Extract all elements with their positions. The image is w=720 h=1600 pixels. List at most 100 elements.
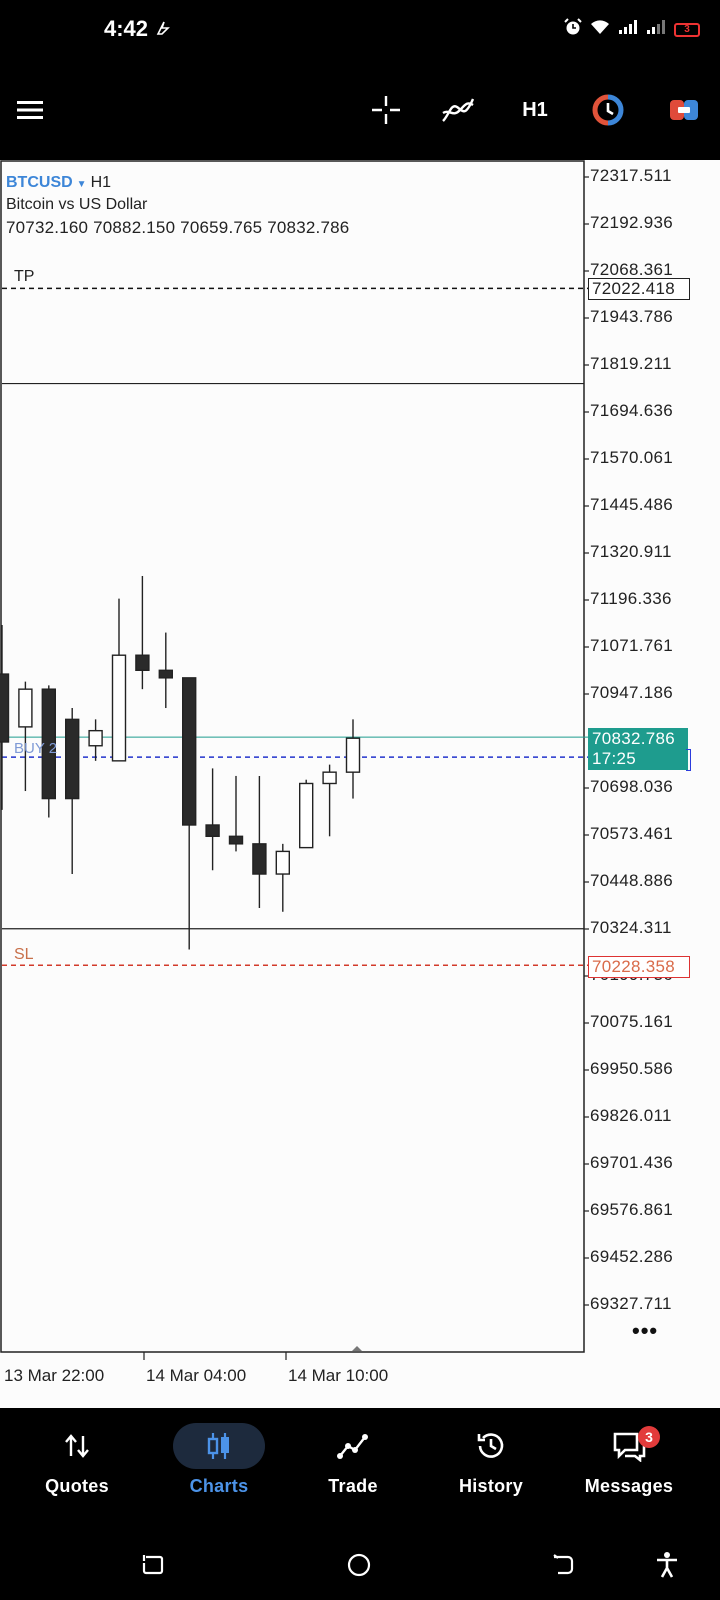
nav-label: Messages xyxy=(584,1476,674,1496)
nav-charts[interactable]: Charts xyxy=(154,1418,284,1518)
status-icons: 3 xyxy=(564,18,700,41)
candle-body xyxy=(181,677,197,826)
nav-label: Charts xyxy=(189,1476,249,1496)
status-bar: 4:42 3 xyxy=(0,0,720,60)
bid-price-box: 70832.786 17:25 xyxy=(588,728,688,770)
chart-toolbar: H1 xyxy=(0,60,720,160)
candle-body xyxy=(322,771,337,785)
price-scale-label: 71570.061 xyxy=(590,448,674,467)
candle-body xyxy=(0,673,10,743)
price-scale-label: 69950.586 xyxy=(590,1059,674,1078)
nav-label: Trade xyxy=(328,1476,378,1496)
candle-body xyxy=(205,824,220,838)
price-scale-label: 69701.436 xyxy=(590,1153,674,1172)
symbol-header[interactable]: BTCUSD ▼ H1 xyxy=(6,174,111,192)
messages-badge: 3 xyxy=(638,1426,660,1448)
candle-body xyxy=(252,843,267,875)
candle-body xyxy=(18,688,33,728)
buy-label: BUY 2 xyxy=(14,740,58,757)
chart-area[interactable]: BTCUSD ▼ H1 Bitcoin vs US Dollar 70732.160… xyxy=(0,160,720,1408)
home-icon[interactable] xyxy=(342,1548,376,1582)
scroll-marker xyxy=(352,1346,362,1351)
bid-price: 70832.786 xyxy=(592,729,676,748)
price-scale-label: 70573.461 xyxy=(590,824,674,843)
ohlc-values: 70732.160 70882.150 70659.765 70832.786 xyxy=(6,218,350,237)
messages-icon xyxy=(611,1418,647,1474)
candle-body xyxy=(345,737,361,773)
price-scale-label: 70947.186 xyxy=(590,683,674,702)
candle-body xyxy=(64,718,80,800)
indicator-icon[interactable] xyxy=(438,88,478,132)
trade-line-icon xyxy=(337,1418,369,1474)
price-scale-label: 72192.936 xyxy=(590,213,674,232)
crosshair-icon[interactable] xyxy=(366,88,406,132)
candle-body xyxy=(41,688,56,800)
more-dots-icon[interactable]: ••• xyxy=(632,1318,659,1343)
time-label: 14 Mar 10:00 xyxy=(288,1366,389,1385)
quotes-arrows-icon xyxy=(63,1418,91,1474)
price-scale-label: 69576.861 xyxy=(590,1200,674,1219)
bottom-navigation: Quotes Charts Trade History 3 Messages xyxy=(0,1408,720,1530)
candle-body xyxy=(111,654,127,762)
price-scale-label: 72317.511 xyxy=(590,166,672,185)
price-scale-label: 69826.011 xyxy=(590,1106,672,1125)
signal-icon xyxy=(646,19,666,40)
price-scale-label: 70698.036 xyxy=(590,777,674,796)
time-label: 14 Mar 04:00 xyxy=(146,1366,247,1385)
price-scale-label: 72068.361 xyxy=(590,260,674,279)
candle-body xyxy=(228,835,244,845)
price-scale-label: 71819.211 xyxy=(590,354,672,373)
nav-trade[interactable]: Trade xyxy=(288,1418,418,1518)
nav-messages[interactable]: 3 Messages xyxy=(564,1418,694,1518)
hamburger-icon[interactable] xyxy=(12,88,48,132)
price-scale-label: 70324.311 xyxy=(590,918,672,937)
price-scale-label: 69452.286 xyxy=(590,1247,674,1266)
sl-price-box[interactable]: 70228.358 xyxy=(588,956,690,978)
nav-charts-icon-wrap xyxy=(173,1418,265,1474)
price-scale-label: 71071.761 xyxy=(590,636,674,655)
battery-icon: 3 xyxy=(674,22,700,37)
accessibility-icon[interactable] xyxy=(650,1548,684,1582)
price-scale-label: 70448.886 xyxy=(590,871,674,890)
candle-body xyxy=(299,782,314,849)
symbol-name[interactable]: BTCUSD xyxy=(6,174,73,191)
tp-price-box[interactable]: 72022.418 xyxy=(588,278,690,300)
candle-body xyxy=(135,654,150,672)
chart-objects-icon[interactable] xyxy=(588,88,628,132)
candle-body xyxy=(275,850,290,875)
plot-frame xyxy=(0,160,585,1353)
one-click-trade-icon[interactable] xyxy=(664,88,704,132)
data-saver-icon xyxy=(156,20,170,41)
bar-countdown: 17:25 xyxy=(592,749,637,768)
nav-label: Quotes xyxy=(45,1476,109,1496)
nav-label: History xyxy=(458,1476,524,1496)
symbol-dropdown-icon[interactable]: ▼ xyxy=(76,179,87,190)
price-scale-label: 71943.786 xyxy=(590,307,674,326)
rotate-icon[interactable] xyxy=(136,1548,170,1582)
candlestick-chart[interactable] xyxy=(0,160,720,1408)
history-clock-icon xyxy=(475,1418,507,1474)
sl-label: SL xyxy=(14,946,34,963)
timeframe-button[interactable]: H1 xyxy=(522,98,548,121)
price-scale-label: 71320.911 xyxy=(590,542,672,561)
signal-icon xyxy=(618,19,638,40)
price-scale-label: 71694.636 xyxy=(590,401,674,420)
alarm-icon xyxy=(564,18,582,41)
candle-body xyxy=(88,729,103,747)
nav-history[interactable]: History xyxy=(426,1418,556,1518)
price-scale-label: 71445.486 xyxy=(590,495,674,514)
back-icon[interactable] xyxy=(546,1548,580,1582)
candlestick-icon xyxy=(173,1423,265,1469)
time-label: 13 Mar 22:00 xyxy=(4,1366,105,1385)
buy-order-marker xyxy=(686,749,691,771)
nav-quotes[interactable]: Quotes xyxy=(12,1418,142,1518)
price-scale-label: 70075.161 xyxy=(590,1012,674,1031)
price-scale-label: 69327.711 xyxy=(590,1294,672,1313)
symbol-timeframe: H1 xyxy=(90,174,112,191)
status-time: 4:42 xyxy=(104,16,149,41)
system-navigation xyxy=(0,1530,720,1600)
wifi-icon xyxy=(590,19,610,40)
candle-body xyxy=(158,669,174,679)
symbol-description: Bitcoin vs US Dollar xyxy=(6,196,148,213)
tp-label: TP xyxy=(14,268,35,285)
